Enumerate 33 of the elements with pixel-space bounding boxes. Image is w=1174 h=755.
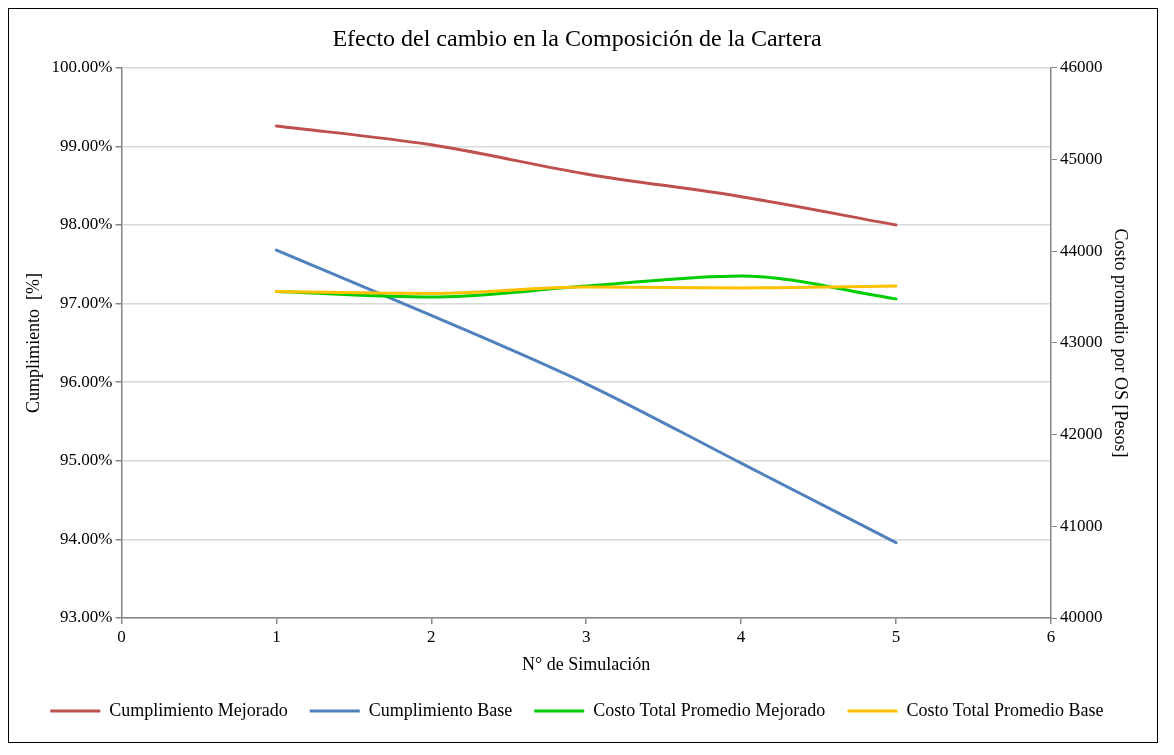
x-tick-label: 3 xyxy=(581,626,591,646)
line-series xyxy=(274,248,898,545)
legend-label: Cumplimiento Mejorado xyxy=(109,699,288,720)
line-series xyxy=(274,284,898,295)
y2-tick-label: 43000 xyxy=(1059,332,1103,352)
y-tick-label: 96.00% xyxy=(60,371,113,391)
y-tick-label: 94.00% xyxy=(60,528,113,548)
chart-title: Efecto del cambio en la Composición de la Cartera xyxy=(332,24,822,51)
y-axis-title: Cumplimiento [%] xyxy=(22,272,43,413)
y2-tick-label: 40000 xyxy=(1059,607,1103,627)
legend-label: Costo Total Promedio Base xyxy=(906,699,1104,720)
y-tick-label: 95.00% xyxy=(60,450,113,470)
x-tick-label: 1 xyxy=(272,626,281,646)
y2-axis-title: Costo promedio por OS [Pesos] xyxy=(1111,228,1132,458)
y-tick-label: 93.00% xyxy=(60,607,113,627)
y2-tick-label: 42000 xyxy=(1059,424,1103,444)
y2-tick-label: 41000 xyxy=(1059,515,1103,535)
x-tick-label: 2 xyxy=(427,626,436,646)
x-tick-label: 6 xyxy=(1046,626,1056,646)
y-tick-label: 99.00% xyxy=(60,135,113,155)
legend-label: Costo Total Promedio Mejorado xyxy=(593,699,826,720)
y-tick-label: 100.00% xyxy=(51,57,113,77)
y-tick-label: 97.00% xyxy=(60,293,113,313)
y-tick-label: 98.00% xyxy=(60,214,113,234)
line-series xyxy=(274,124,898,227)
y2-tick-label: 46000 xyxy=(1059,57,1103,77)
x-axis-title: N° de Simulación xyxy=(522,653,651,674)
x-tick-label: 5 xyxy=(891,626,901,646)
x-tick-label: 4 xyxy=(736,626,746,646)
y2-tick-label: 44000 xyxy=(1059,240,1103,260)
y2-tick-label: 45000 xyxy=(1059,148,1103,168)
x-tick-label: 0 xyxy=(117,626,126,646)
legend-label: Cumplimiento Base xyxy=(368,699,513,720)
